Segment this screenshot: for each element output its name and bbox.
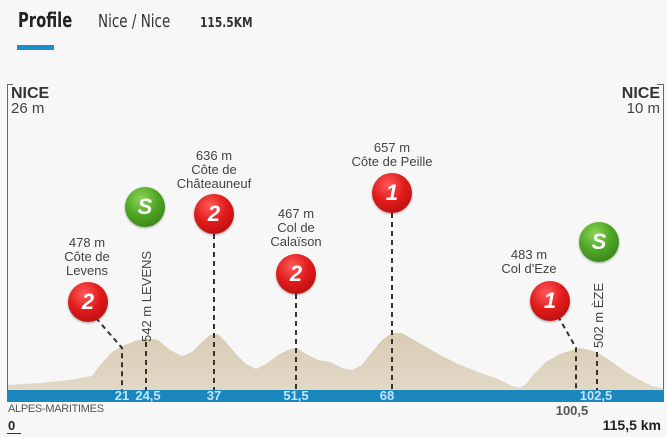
climb-label-calaison: 467 m Col de Calaïson <box>270 207 321 249</box>
climb-name-line1: Côte de <box>64 249 110 264</box>
climb-name-line1: Col de <box>277 220 315 235</box>
finish-city-altitude: 10 m <box>626 100 660 117</box>
frame-left <box>7 84 8 391</box>
climb-altitude: 657 m <box>373 140 411 155</box>
km-mark: 24,5 <box>135 388 161 403</box>
category-2-climb-icon: 2 <box>194 194 234 234</box>
km-mark: 51,5 <box>283 388 309 403</box>
km-mark: 100,5 <box>555 403 589 418</box>
region-label: ALPES-MARITIMES <box>8 403 104 415</box>
climb-name-line1: Côte de Peille <box>351 154 433 169</box>
stage-distance: 115.5KM <box>200 16 253 31</box>
category-1-climb-icon: 1 <box>530 281 570 321</box>
category-2-climb-icon: 2 <box>276 254 316 294</box>
climb-altitude: 478 m <box>68 235 106 250</box>
climb-name-line1: Côte de <box>191 162 237 177</box>
climb-name-line2: Calaïson <box>270 234 322 249</box>
climb-altitude: 467 m <box>277 206 315 221</box>
page-header: Profile Nice / Nice 115.5KM <box>18 8 264 32</box>
page-title: Profile <box>18 8 73 32</box>
km-mark: 21 <box>114 388 130 403</box>
frame-right <box>663 84 664 391</box>
climb-name-line1: Col d'Eze <box>501 261 557 276</box>
climb-label-peille: 657 m Côte de Peille <box>352 141 433 169</box>
sprint-icon: S <box>125 187 165 227</box>
climb-label-chateauneuf: 636 m Côte de Châteauneuf <box>177 149 251 191</box>
start-city-altitude: 26 m <box>11 100 45 117</box>
climb-label-eze: 483 m Col d'Eze <box>501 248 556 276</box>
finish-city-label: NICE 10 m <box>621 85 660 117</box>
km-mark: 68 <box>379 388 395 403</box>
km-mark: 37 <box>206 388 222 403</box>
title-underline <box>17 45 54 50</box>
km-mark: 102,5 <box>579 388 613 403</box>
start-city-name: NICE <box>11 85 50 102</box>
climb-altitude: 636 m <box>195 148 233 163</box>
climb-name-line2: Châteauneuf <box>176 176 252 191</box>
sprint-label-eze: 502 m ÈZE <box>591 282 606 348</box>
climb-label-levens: 478 m Côte de Levens <box>64 236 110 278</box>
climb-name-line2: Levens <box>66 263 108 278</box>
frame-left-tick <box>7 84 13 85</box>
sprint-label-levens: 542 m LEVENS <box>139 250 154 342</box>
sprint-icon: S <box>579 222 619 262</box>
stage-route: Nice / Nice <box>98 11 171 32</box>
km-start-underline <box>7 433 21 434</box>
start-city-label: NICE 26 m <box>11 85 50 117</box>
category-2-climb-icon: 2 <box>68 282 108 322</box>
category-1-climb-icon: 1 <box>372 173 412 213</box>
km-start-label: 0 <box>8 418 16 433</box>
km-end-label: 115,5 km <box>602 417 661 433</box>
road-bar <box>7 390 664 402</box>
frame-right-tick <box>657 84 663 85</box>
finish-city-name: NICE <box>621 85 660 102</box>
climb-altitude: 483 m <box>510 247 548 262</box>
